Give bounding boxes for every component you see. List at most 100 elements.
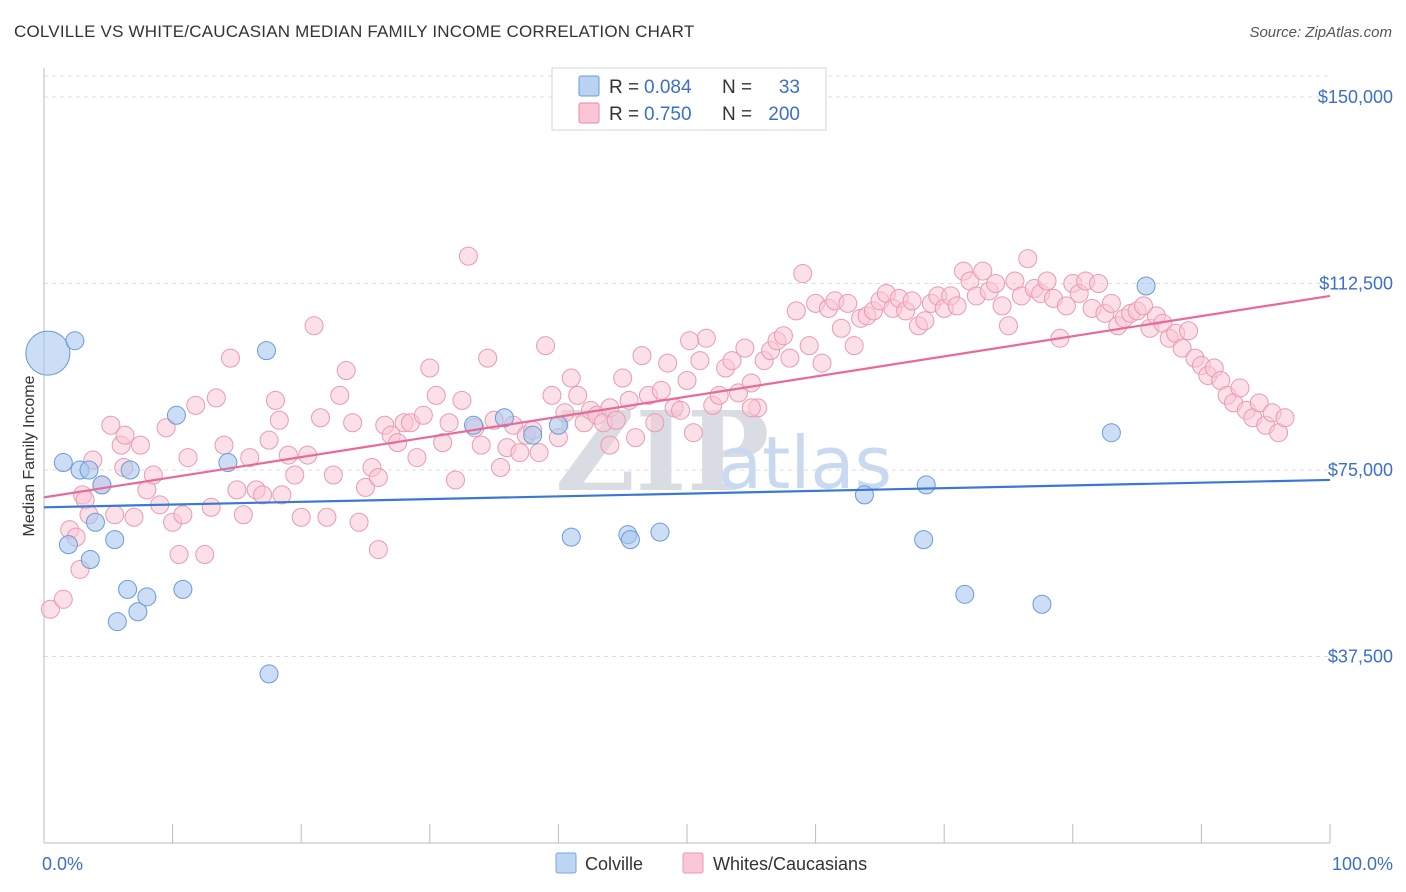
- point-whites-11: [105, 505, 125, 525]
- point-colville-16: [173, 579, 193, 599]
- point-whites-14: [115, 425, 135, 445]
- point-whites-104: [696, 328, 716, 348]
- bottom-legend: Colville Whites/Caucasians: [555, 852, 867, 874]
- point-whites-72: [491, 458, 511, 478]
- legend-n-value-colville: 33: [779, 77, 800, 98]
- point-whites-116: [773, 326, 793, 346]
- point-colville-24: [561, 527, 581, 547]
- point-whites-46: [323, 465, 343, 485]
- point-whites-80: [542, 385, 562, 405]
- point-whites-97: [651, 380, 671, 400]
- point-whites-179: [1179, 321, 1199, 341]
- point-colville-10: [107, 612, 127, 632]
- x-tick-labels: 0.0% 100.0%: [42, 854, 1393, 874]
- point-colville-18: [256, 341, 276, 361]
- bottom-legend-label-colville: Colville: [585, 854, 643, 874]
- legend: R = 0.084 N = 33 R = 0.750 N = 200: [551, 67, 827, 131]
- point-whites-64: [439, 413, 459, 433]
- point-whites-160: [1056, 296, 1076, 316]
- point-whites-50: [349, 512, 369, 532]
- y-tick-label-3: $150,000: [1318, 87, 1393, 107]
- point-colville-9: [105, 530, 125, 550]
- point-whites-22: [169, 545, 189, 565]
- point-whites-10: [101, 415, 121, 435]
- point-whites-37: [265, 390, 285, 410]
- point-colville-2: [53, 453, 73, 473]
- source-label: Source: ZipAtlas.com: [1249, 24, 1392, 41]
- point-whites-66: [452, 390, 472, 410]
- point-whites-47: [330, 385, 350, 405]
- point-colville-6: [79, 460, 99, 480]
- point-whites-30: [220, 348, 240, 368]
- point-whites-23: [173, 505, 193, 525]
- legend-n-label-whites: N =: [722, 104, 752, 125]
- point-whites-40: [285, 465, 305, 485]
- point-whites-0: [40, 599, 60, 619]
- legend-r-label-colville: R =: [609, 77, 639, 98]
- legend-r-value-colville: 0.084: [644, 77, 692, 98]
- point-whites-25: [186, 395, 206, 415]
- point-whites-101: [677, 370, 697, 390]
- point-whites-199: [741, 398, 761, 418]
- point-colville-3: [58, 535, 78, 555]
- legend-n-value-whites: 200: [768, 104, 800, 125]
- point-whites-36: [259, 430, 279, 450]
- point-whites-154: [1018, 249, 1038, 269]
- point-whites-61: [420, 358, 440, 378]
- point-whites-48: [336, 361, 356, 381]
- point-whites-41: [291, 507, 311, 527]
- point-whites-65: [446, 470, 466, 490]
- point-colville-29: [914, 530, 934, 550]
- point-whites-79: [536, 336, 556, 356]
- point-whites-106: [709, 385, 729, 405]
- point-whites-150: [992, 296, 1012, 316]
- point-whites-96: [645, 413, 665, 433]
- point-whites-16: [130, 435, 150, 455]
- point-colville-11: [118, 579, 138, 599]
- legend-n-label-colville: N =: [722, 77, 752, 98]
- legend-r-label-whites: R =: [609, 104, 639, 125]
- point-whites-51: [356, 477, 375, 497]
- point-whites-172: [1134, 296, 1154, 316]
- point-colville-8: [92, 475, 112, 495]
- point-whites-178: [1172, 338, 1192, 358]
- point-whites-143: [947, 296, 967, 316]
- point-colville-1: [65, 331, 85, 351]
- point-whites-49: [343, 413, 363, 433]
- point-whites-69: [471, 435, 491, 455]
- point-whites-147: [973, 261, 993, 281]
- point-colville-23: [548, 415, 568, 435]
- point-whites-194: [1275, 408, 1295, 428]
- point-whites-31: [227, 480, 247, 500]
- point-whites-27: [201, 497, 221, 517]
- point-whites-28: [206, 388, 226, 408]
- legend-swatch-colville: [578, 75, 600, 97]
- point-whites-67: [458, 246, 478, 266]
- point-whites-100: [671, 400, 691, 420]
- point-whites-60: [413, 405, 433, 425]
- point-whites-122: [812, 353, 832, 373]
- point-whites-103: [690, 351, 710, 371]
- point-whites-39: [278, 445, 298, 465]
- point-colville-31: [955, 584, 975, 604]
- point-whites-59: [407, 448, 427, 468]
- point-whites-98: [658, 353, 678, 373]
- series-whites-caucasians: [40, 246, 1295, 619]
- bottom-legend-swatch-colville: [555, 852, 577, 874]
- point-whites-120: [799, 336, 819, 356]
- point-colville-32: [1032, 594, 1052, 614]
- legend-r-value-whites: 0.750: [644, 104, 692, 125]
- point-colville-14: [137, 587, 157, 607]
- trend-line-colville: [43, 478, 1331, 509]
- point-whites-84: [568, 385, 588, 405]
- point-whites-53: [368, 467, 388, 487]
- chart-title: COLVILLE VS WHITE/CAUCASIAN MEDIAN FAMIL…: [14, 22, 695, 41]
- point-whites-1: [53, 589, 73, 609]
- axes: [43, 68, 1331, 844]
- bottom-legend-swatch-whites: [682, 852, 704, 874]
- point-whites-93: [626, 428, 646, 448]
- point-whites-24: [178, 448, 198, 468]
- point-colville-30: [916, 475, 936, 495]
- point-whites-126: [838, 293, 858, 313]
- point-whites-117: [780, 348, 800, 368]
